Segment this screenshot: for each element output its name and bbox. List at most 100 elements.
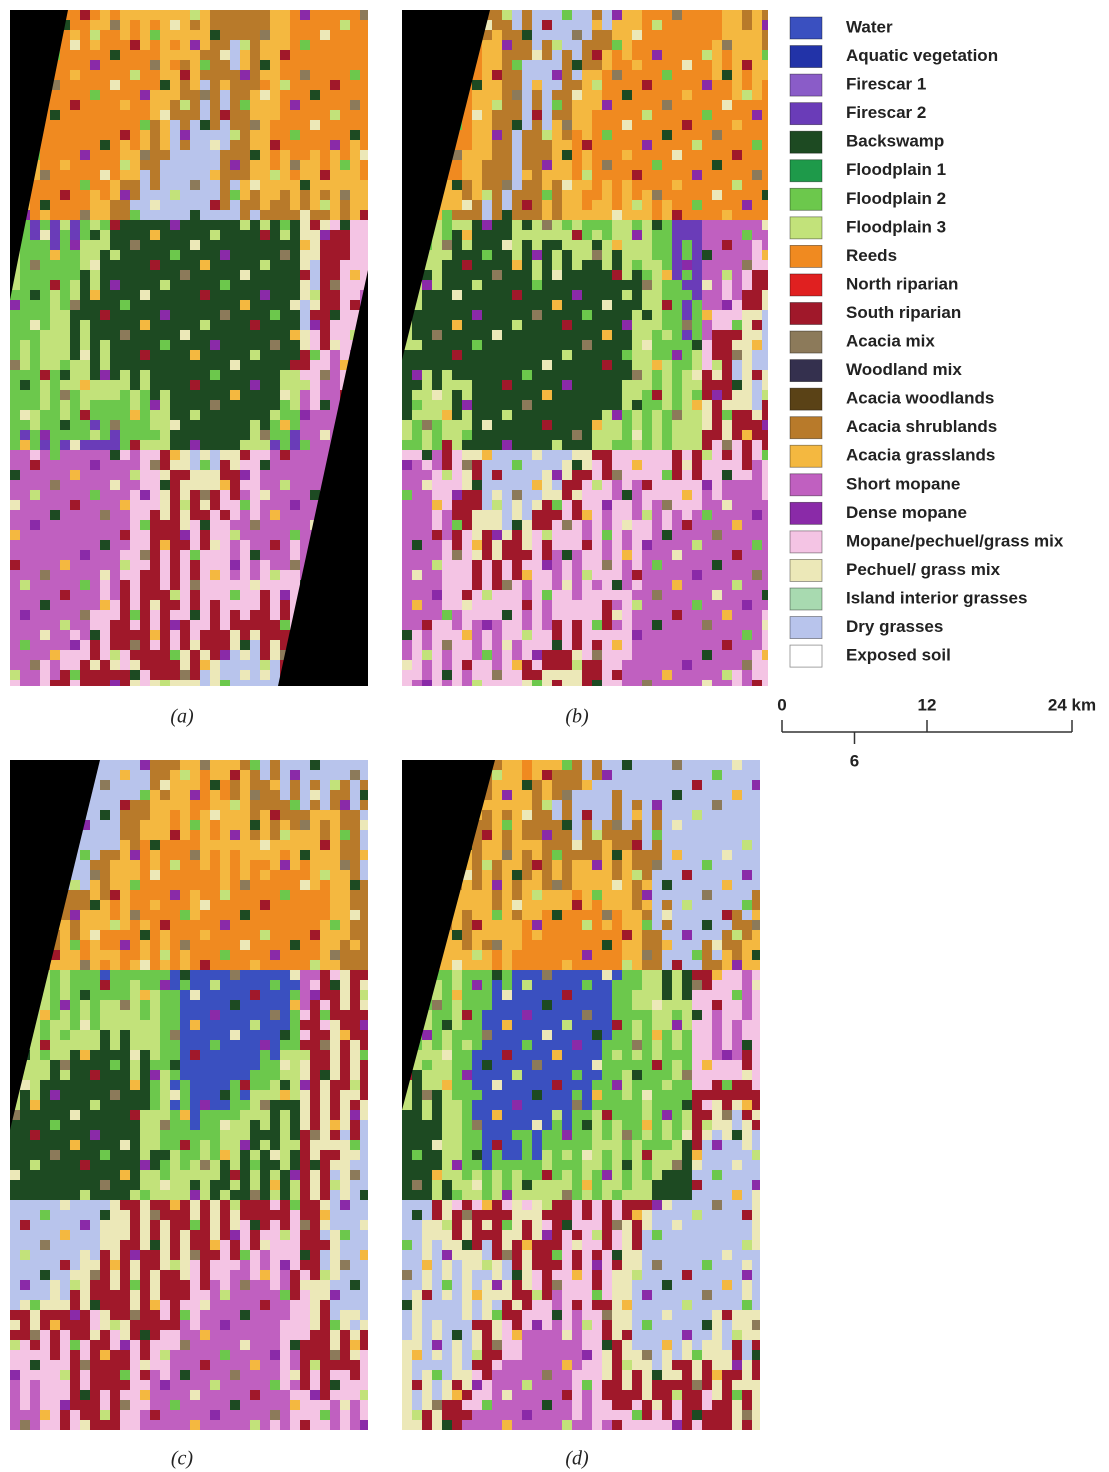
map-pixel	[612, 80, 622, 90]
map-pixel	[310, 380, 320, 390]
map-pixel	[422, 450, 432, 460]
map-pixel	[70, 420, 80, 430]
map-pixel	[70, 10, 80, 20]
map-pixel	[20, 260, 30, 270]
map-pixel	[350, 90, 360, 100]
map-pixel	[742, 370, 752, 380]
map-pixel	[422, 610, 432, 620]
map-pixel	[30, 530, 40, 540]
map-pixel	[150, 480, 160, 490]
map-pixel	[432, 500, 442, 510]
map-pixel	[742, 210, 752, 220]
map-pixel	[412, 350, 422, 360]
map-pixel	[472, 570, 482, 580]
map-pixel	[190, 350, 200, 360]
map-pixel	[290, 90, 300, 100]
map-pixel	[120, 30, 130, 40]
map-pixel	[712, 540, 722, 550]
map-pixel	[492, 400, 502, 410]
map-pixel	[40, 450, 50, 460]
map-pixel	[682, 350, 692, 360]
map-pixel	[90, 430, 100, 440]
map-pixel	[50, 490, 60, 500]
map-pixel	[170, 520, 180, 530]
map-pixel	[150, 190, 160, 200]
map-pixel	[230, 530, 240, 540]
map-pixel	[462, 270, 472, 280]
map-pixel	[562, 610, 572, 620]
map-pixel	[20, 550, 30, 560]
map-pixel	[542, 60, 552, 70]
map-pixel	[150, 570, 160, 580]
map-pixel	[240, 380, 250, 390]
map-pixel	[462, 230, 472, 240]
map-pixel	[552, 130, 562, 140]
map-pixel	[140, 510, 150, 520]
map-pixel	[562, 480, 572, 490]
map-pixel	[230, 610, 240, 620]
map-pixel	[572, 430, 582, 440]
map-pixel	[742, 470, 752, 480]
map-pixel	[412, 450, 422, 460]
map-pixel	[140, 560, 150, 570]
map-pixel	[200, 410, 210, 420]
map-pixel	[522, 370, 532, 380]
map-pixel	[100, 310, 110, 320]
map-pixel	[442, 270, 452, 280]
map-pixel	[472, 470, 482, 480]
map-pixel	[60, 460, 70, 470]
map-pixel	[582, 600, 592, 610]
map-pixel	[402, 500, 412, 510]
map-pixel	[482, 390, 492, 400]
map-pixel	[642, 340, 652, 350]
map-pixel	[582, 500, 592, 510]
map-pixel	[20, 650, 30, 660]
map-pixel	[340, 280, 350, 290]
map-pixel	[632, 90, 642, 100]
map-pixel	[20, 410, 30, 420]
map-pixel	[522, 230, 532, 240]
map-pixel	[30, 520, 40, 530]
map-pixel	[592, 150, 602, 160]
map-pixel	[170, 100, 180, 110]
map-pixel	[110, 640, 120, 650]
map-pixel	[90, 80, 100, 90]
map-pixel	[402, 650, 412, 660]
map-pixel	[692, 70, 702, 80]
map-pixel	[662, 280, 672, 290]
map-pixel	[752, 230, 762, 240]
map-pixel	[190, 470, 200, 480]
map-pixel	[642, 400, 652, 410]
map-pixel	[592, 320, 602, 330]
map-pixel	[140, 360, 150, 370]
map-pixel	[330, 330, 340, 340]
map-pixel	[482, 630, 492, 640]
map-pixel	[180, 70, 190, 80]
map-pixel	[20, 450, 30, 460]
map-pixel	[712, 260, 722, 270]
map-pixel	[180, 570, 190, 580]
map-pixel	[732, 650, 742, 660]
map-pixel	[412, 580, 422, 590]
map-pixel	[80, 380, 90, 390]
map-pixel	[240, 510, 250, 520]
map-pixel	[110, 630, 120, 640]
map-pixel	[492, 580, 502, 590]
map-pixel	[20, 310, 30, 320]
map-pixel	[462, 500, 472, 510]
map-pixel	[552, 30, 562, 40]
map-pixel	[742, 250, 752, 260]
map-pixel	[582, 430, 592, 440]
map-pixel	[632, 510, 642, 520]
map-pixel	[602, 430, 612, 440]
map-pixel	[432, 300, 442, 310]
map-pixel	[402, 620, 412, 630]
map-pixel	[70, 350, 80, 360]
map-pixel	[712, 450, 722, 460]
map-pixel	[672, 130, 682, 140]
map-pixel	[422, 460, 432, 470]
map-pixel	[280, 70, 290, 80]
map-pixel	[462, 580, 472, 590]
map-pixel	[350, 170, 360, 180]
map-pixel	[702, 550, 712, 560]
